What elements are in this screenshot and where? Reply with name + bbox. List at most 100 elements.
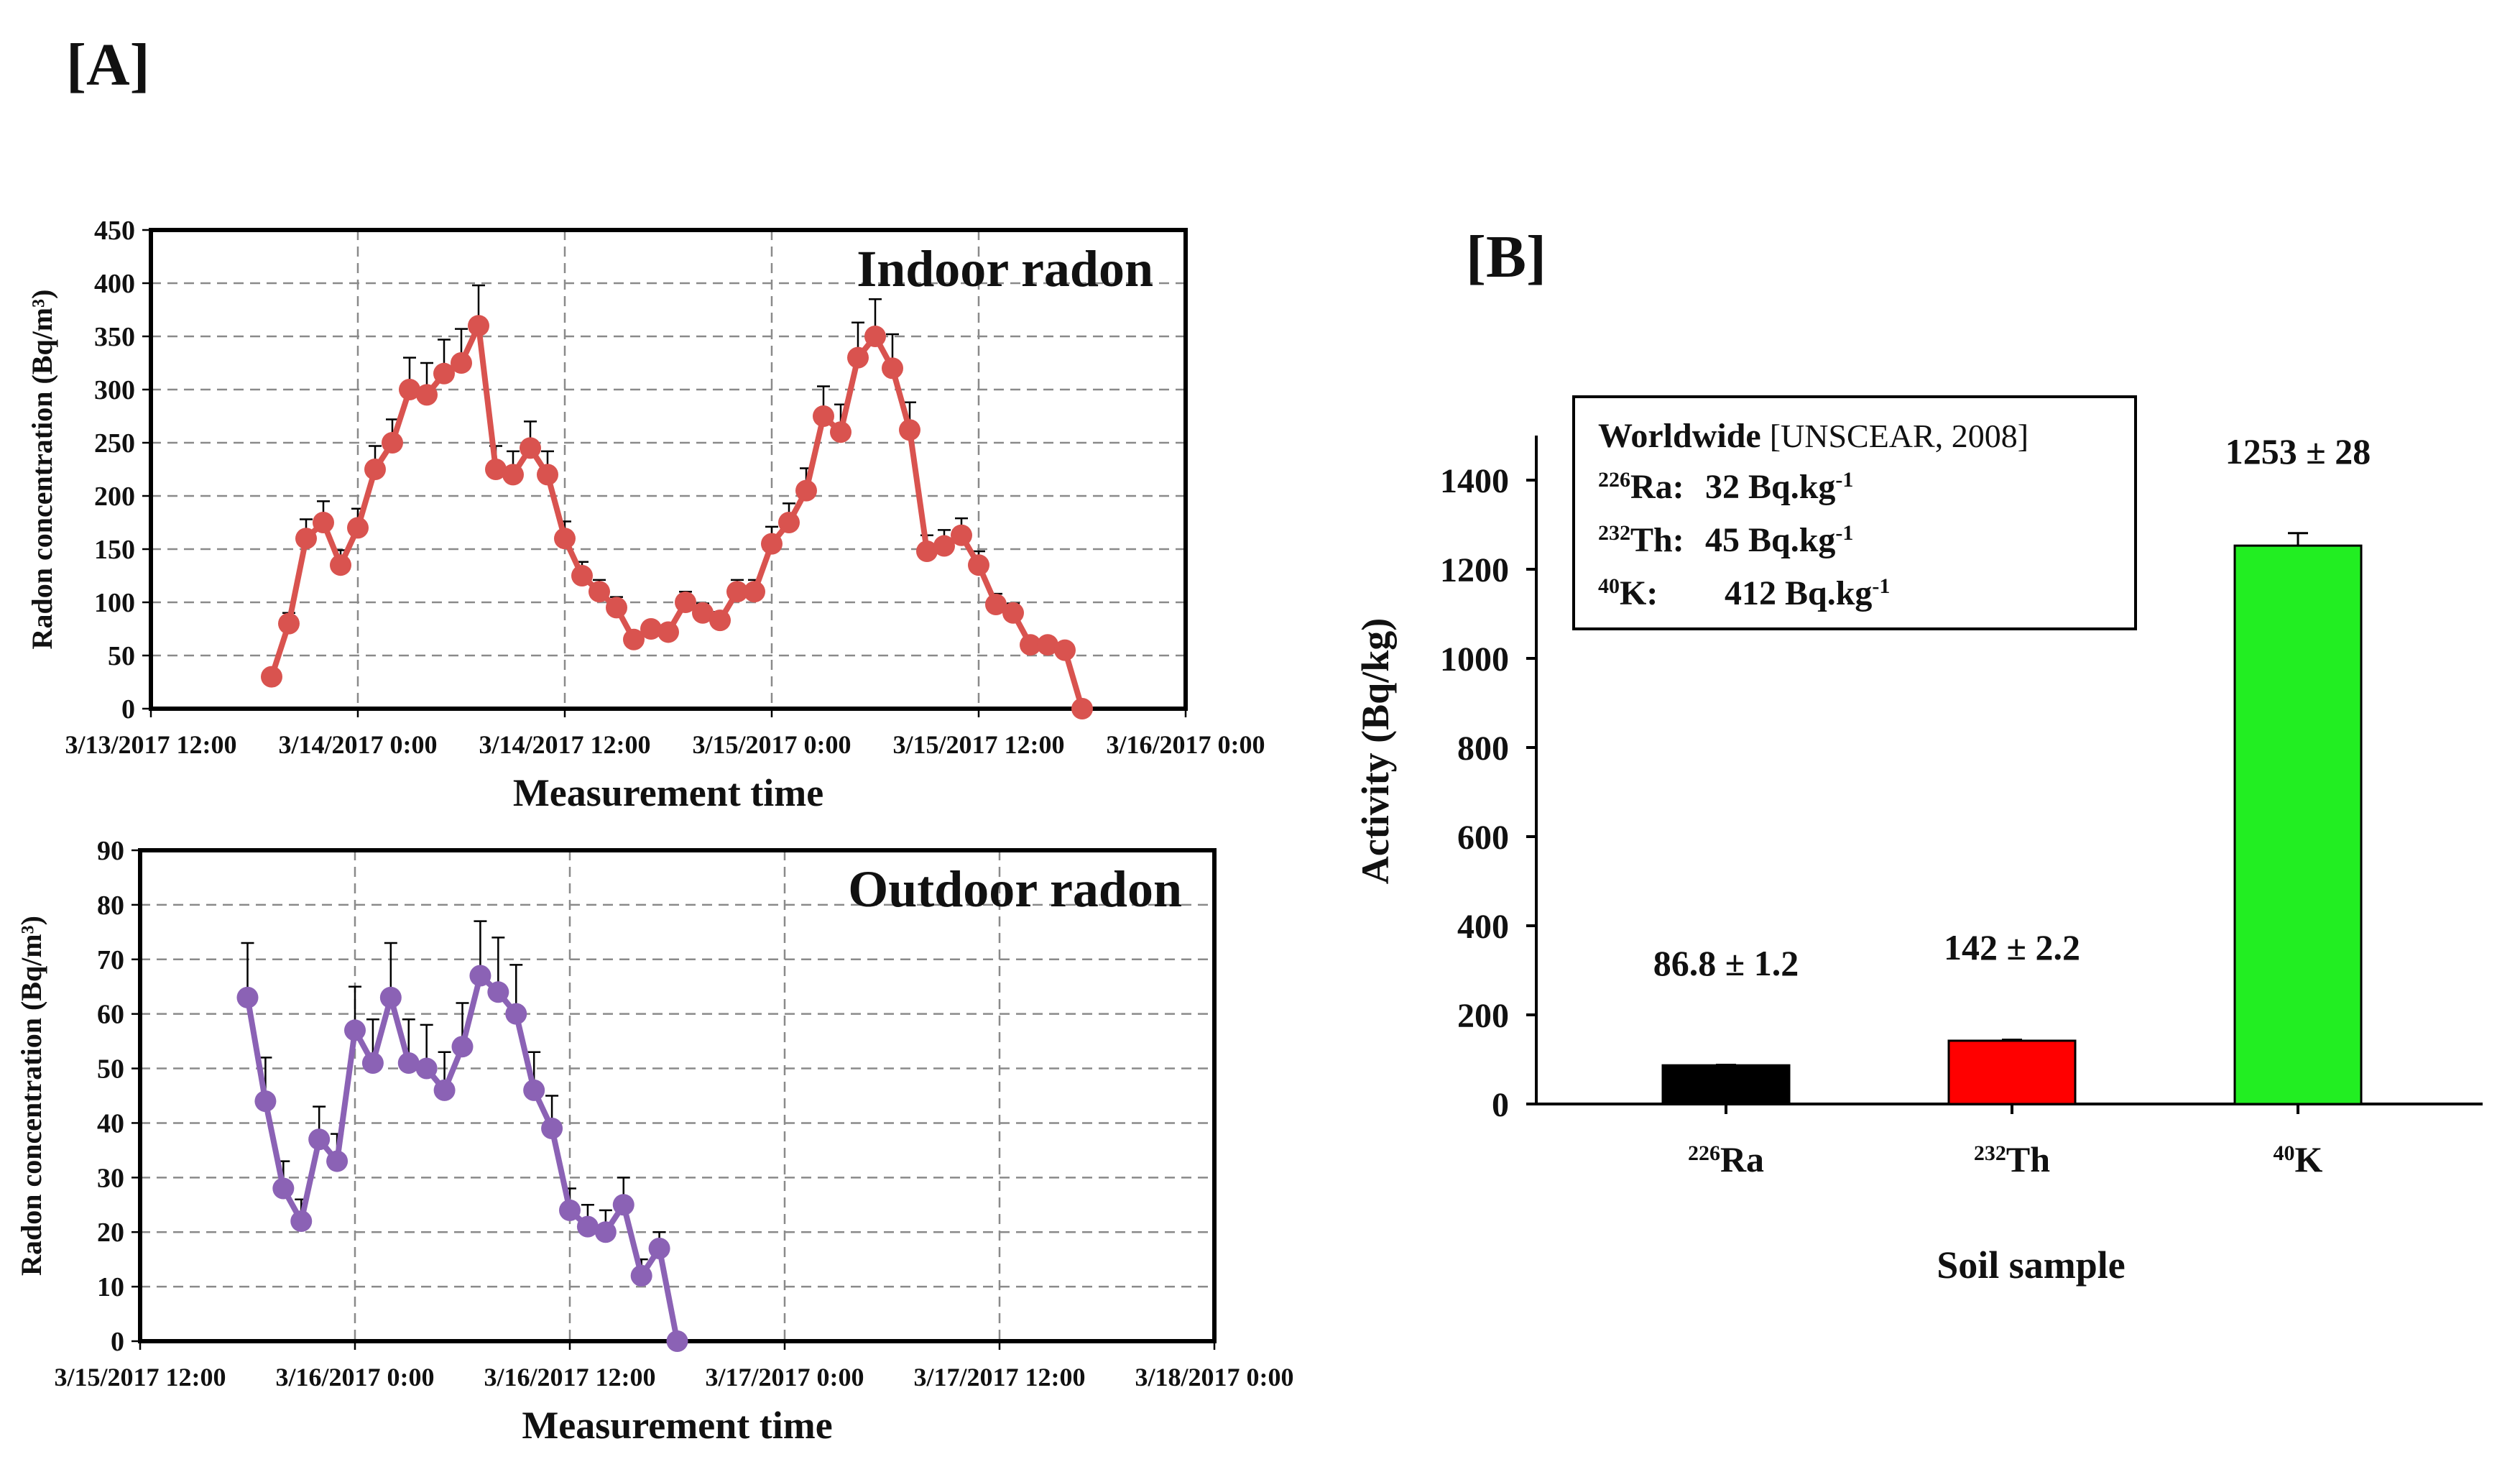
y-tick-label: 250: [94, 428, 135, 459]
y-axis-title: Activity (Bq/kg): [1354, 618, 1397, 885]
data-point: [313, 512, 334, 533]
data-point: [505, 1003, 527, 1025]
x-tick-label: 3/16/2017 0:00: [276, 1363, 435, 1392]
data-point: [469, 965, 491, 987]
y-tick-label: 1000: [1440, 640, 1509, 678]
data-point: [830, 421, 851, 443]
y-tick-label: 450: [94, 216, 135, 246]
data-point: [485, 459, 507, 480]
data-point: [1002, 602, 1024, 624]
x-tick-label: 226Ra: [1688, 1139, 1764, 1179]
data-point: [254, 1090, 277, 1113]
data-point: [347, 517, 369, 539]
data-point: [236, 986, 259, 1008]
data-label: 142 ± 2.2: [1944, 927, 2080, 967]
data-point: [261, 666, 282, 688]
y-tick-label: 90: [97, 836, 124, 866]
legend-row: 40K:: [1598, 574, 1658, 613]
data-point: [709, 610, 731, 632]
y-tick-label: 80: [97, 891, 124, 921]
data-point: [778, 512, 800, 533]
data-point: [397, 1052, 420, 1074]
y-tick-label: 20: [97, 1218, 124, 1248]
data-point: [537, 464, 558, 486]
data-point: [968, 554, 989, 576]
data-point: [612, 1194, 634, 1216]
data-point: [554, 528, 576, 550]
data-point: [744, 581, 765, 603]
data-point: [571, 565, 593, 586]
legend-value: 45 Bq.kg-1: [1705, 521, 1853, 560]
data-point: [640, 618, 662, 640]
soil-activity-chart: 0 200 400 600 800 1000 1200 1400 226Ra 232Th 40K 86…: [1354, 395, 2483, 1287]
data-point: [630, 1264, 652, 1287]
y-tick-label: 100: [94, 588, 135, 618]
data-point: [606, 597, 627, 619]
legend-value: 32 Bq.kg-1: [1705, 468, 1853, 507]
data-point: [761, 533, 783, 555]
data-point: [1071, 698, 1093, 719]
y-axis-title: Radon concentration (Bq/m³): [15, 916, 47, 1276]
x-axis-title: Measurement time: [522, 1404, 832, 1447]
data-point: [433, 1079, 456, 1101]
y-tick-label: 350: [94, 322, 135, 352]
data-point: [379, 986, 402, 1008]
data-point: [364, 459, 386, 480]
panel-b-label: [B]: [1466, 224, 1546, 290]
data-point: [882, 357, 903, 380]
chart-title: Outdoor radon: [848, 860, 1182, 918]
data-point: [326, 1150, 349, 1172]
data-point: [589, 581, 610, 603]
data-point: [361, 1052, 384, 1074]
x-tick-label: 232Th: [1974, 1139, 2050, 1179]
y-tick-label: 0: [1492, 1086, 1509, 1124]
y-tick-label: 40: [97, 1108, 124, 1138]
data-point: [951, 524, 972, 546]
data-point: [272, 1177, 295, 1200]
data-point: [899, 419, 920, 441]
data-point: [675, 592, 696, 613]
x-tick-label: 3/14/2017 0:00: [279, 730, 438, 759]
chart-title: Indoor radon: [857, 240, 1153, 298]
x-tick-label: 3/13/2017 12:00: [65, 730, 237, 759]
data-point: [416, 384, 438, 406]
data-point: [559, 1199, 581, 1221]
data-point: [399, 379, 420, 400]
data-point: [330, 554, 351, 576]
legend-row: 226Ra:: [1598, 468, 1684, 507]
data-point: [985, 593, 1007, 615]
data-label: 1253 ± 28: [2225, 431, 2371, 472]
data-point: [657, 621, 679, 643]
x-tick-label: 3/17/2017 0:00: [706, 1363, 864, 1392]
data-point: [692, 602, 714, 624]
y-tick-label: 0: [111, 1327, 124, 1357]
data-point: [344, 1019, 366, 1041]
y-tick-label: 400: [1457, 908, 1509, 946]
y-tick-label: 10: [97, 1272, 124, 1302]
legend-value: 412 Bq.kg-1: [1725, 574, 1890, 613]
y-tick-label: 200: [94, 482, 135, 512]
data-point: [933, 535, 955, 557]
bar: [1947, 1039, 2077, 1105]
data-point: [451, 1036, 474, 1058]
y-tick-label: 30: [97, 1163, 124, 1193]
legend-row: 232Th:: [1598, 521, 1684, 560]
data-point: [1054, 639, 1076, 661]
indoor-radon-chart: 0 50 100 150 200 250 300 350 400 450 3/13/2017 12:…: [26, 216, 1265, 814]
data-point: [648, 1237, 670, 1259]
bar: [2233, 544, 2363, 1105]
x-axis-title: Soil sample: [1937, 1243, 2126, 1287]
x-tick-label: 3/15/2017 12:00: [893, 730, 1065, 759]
data-point: [594, 1221, 617, 1243]
x-tick-label: 3/16/2017 0:00: [1107, 730, 1265, 759]
data-point: [916, 540, 938, 562]
y-tick-label: 600: [1457, 819, 1509, 857]
y-tick-label: 50: [108, 641, 135, 671]
y-tick-label: 1200: [1440, 551, 1509, 589]
x-tick-label: 3/17/2017 12:00: [914, 1363, 1086, 1392]
data-point: [382, 432, 403, 454]
data-label: 86.8 ± 1.2: [1653, 943, 1799, 983]
series-line: [269, 323, 1085, 710]
data-point: [576, 1215, 599, 1238]
data-point: [487, 981, 509, 1003]
